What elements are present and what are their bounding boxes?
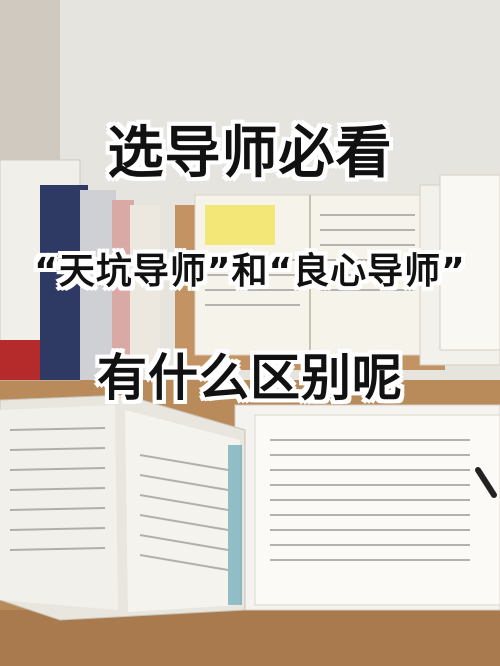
headline-text: 选导师必看: [107, 121, 393, 186]
book-stand: [175, 194, 445, 370]
book-stack-left: [0, 159, 160, 381]
desk-edge: [0, 610, 500, 666]
question-text: 有什么区别呢: [97, 349, 403, 407]
pen: [475, 467, 497, 498]
subline-text: “天坑导师”和“良心导师”: [34, 251, 466, 292]
document-stack: [234, 404, 500, 611]
open-dictionary: [0, 394, 246, 621]
